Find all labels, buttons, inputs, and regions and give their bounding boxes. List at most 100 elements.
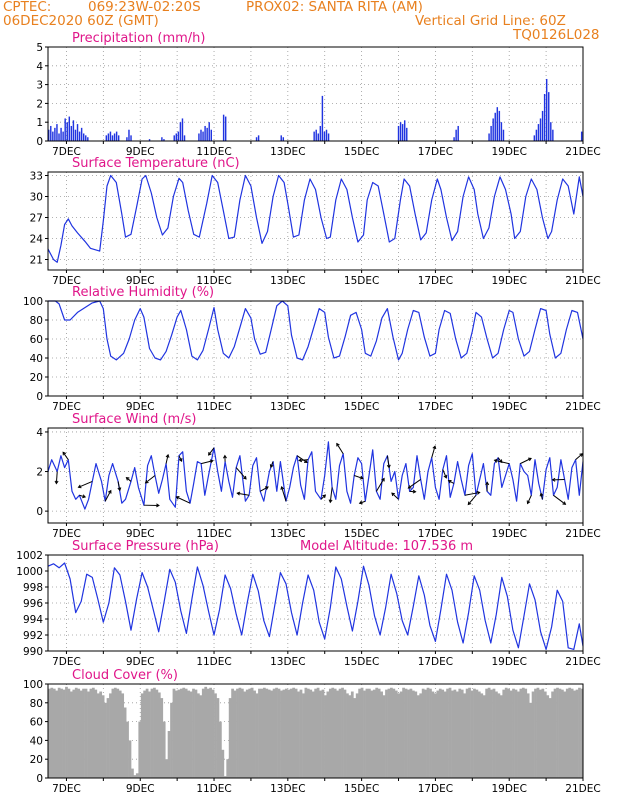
cloud-bar <box>187 690 190 778</box>
cloud-bar <box>113 687 117 778</box>
cloud-bar <box>324 695 327 778</box>
cloud-bar <box>431 691 435 778</box>
x-tick-label: 11DEC <box>196 656 231 668</box>
precip-bar <box>202 131 204 141</box>
cloud-bar <box>250 687 254 778</box>
wind-arrowhead <box>386 464 391 469</box>
cloud-bar <box>121 693 125 778</box>
wind-arrowhead <box>485 481 490 486</box>
precip-bar <box>257 135 260 141</box>
wind-arrowhead <box>328 499 333 504</box>
y-tick-label: 24 <box>30 234 44 246</box>
wind-arrowhead <box>117 487 122 492</box>
cloud-bar <box>350 691 354 778</box>
cloud-bar <box>546 695 550 778</box>
precip-bar <box>85 135 87 141</box>
x-tick-label: 13DEC <box>270 146 305 158</box>
pressure-title: Surface Pressure (hPa) <box>72 539 219 554</box>
x-tick-label: 19DEC <box>491 146 526 158</box>
wind-arrowhead <box>539 492 544 497</box>
cloud-bar <box>179 688 183 778</box>
cloud-bar <box>216 698 220 778</box>
wind-arrow <box>354 475 363 479</box>
precip-bar <box>74 129 77 141</box>
x-tick-label: 13DEC <box>270 528 305 540</box>
cloud-bar <box>57 687 61 778</box>
y-tick-label: 80 <box>30 315 43 327</box>
cloud-bar <box>55 690 59 778</box>
y-tick-label: 30 <box>30 192 43 204</box>
x-tick-label: 7DEC <box>52 783 81 795</box>
precip-bar <box>327 133 330 141</box>
y-tick-label: 0 <box>36 773 43 785</box>
cloud-bar <box>353 698 357 778</box>
cloud-bar <box>580 688 584 778</box>
cloud-bar <box>194 689 198 778</box>
cloud-bar <box>380 691 383 778</box>
cloud-bar <box>477 691 481 778</box>
cloud-bar <box>363 690 366 778</box>
wind-arrowhead <box>62 451 67 456</box>
wind-arrowhead <box>178 458 183 462</box>
precip-bar <box>313 131 315 141</box>
cloud-bar <box>470 690 474 778</box>
wind-arrow <box>467 494 477 505</box>
wind-arrowhead <box>156 503 160 508</box>
cloud-bar <box>294 688 298 778</box>
wind-arrowhead <box>298 458 303 463</box>
y-tick-label: 0 <box>36 506 43 518</box>
wind-arrowhead <box>407 485 412 489</box>
wind-arrowhead <box>82 494 87 499</box>
y-tick-label: 20 <box>30 754 43 766</box>
cloud-bar <box>60 688 63 778</box>
precip-bar <box>70 125 73 141</box>
cloud-bar <box>370 690 374 778</box>
cloud-bar <box>360 687 364 778</box>
y-tick-label: 3 <box>36 80 43 92</box>
wind-arrowhead <box>303 459 308 463</box>
x-tick-label: 11DEC <box>196 401 231 413</box>
cloud-bar <box>106 698 110 778</box>
cloud-bar <box>514 689 518 778</box>
precip-bar <box>66 122 68 141</box>
wind-arrowhead <box>125 476 130 481</box>
model-altitude-annotation: Model Altitude: 107.536 m <box>300 539 473 554</box>
cloud-bar <box>331 687 335 778</box>
cloud-bar <box>531 691 535 778</box>
cloud-bar <box>260 688 264 778</box>
precip-bar <box>115 131 118 141</box>
cloud-bar <box>526 693 530 778</box>
cloud-bar <box>89 688 93 778</box>
cloud-bar <box>328 688 332 778</box>
x-tick-label: 9DEC <box>126 656 155 668</box>
y-tick-label: 994 <box>23 614 43 626</box>
y-tick-label: 40 <box>30 735 43 747</box>
precip-bar <box>117 135 120 141</box>
cloud-bar <box>319 690 322 778</box>
wind-arrow <box>104 490 112 502</box>
x-tick-label: 13DEC <box>270 783 305 795</box>
x-tick-label: 21DEC <box>565 146 600 158</box>
cloud-bar <box>277 688 281 778</box>
cloud-bar <box>96 693 100 778</box>
precip-bar <box>403 120 406 141</box>
cloud-bar <box>409 688 413 778</box>
precip-bar <box>496 107 499 141</box>
cloud-bar <box>101 695 105 778</box>
cloud-bar <box>336 690 339 778</box>
header-site: PROX02: SANTA RITA (AM) <box>246 0 423 15</box>
precip-bar <box>401 124 404 141</box>
wind-arrowhead <box>209 459 214 464</box>
cloud-bar <box>453 689 457 778</box>
wind-arrow <box>200 460 213 465</box>
x-tick-label: 17DEC <box>418 656 453 668</box>
precip-bar <box>545 78 548 141</box>
cloud-bar <box>492 688 496 778</box>
wind-arrowhead <box>54 480 59 485</box>
wind-arrow <box>62 452 69 460</box>
cloud-bar <box>231 688 234 778</box>
cloud-bar <box>275 687 278 778</box>
cloud-bar <box>475 689 479 778</box>
cloud-bar <box>565 688 569 778</box>
precip-bar <box>177 131 180 141</box>
